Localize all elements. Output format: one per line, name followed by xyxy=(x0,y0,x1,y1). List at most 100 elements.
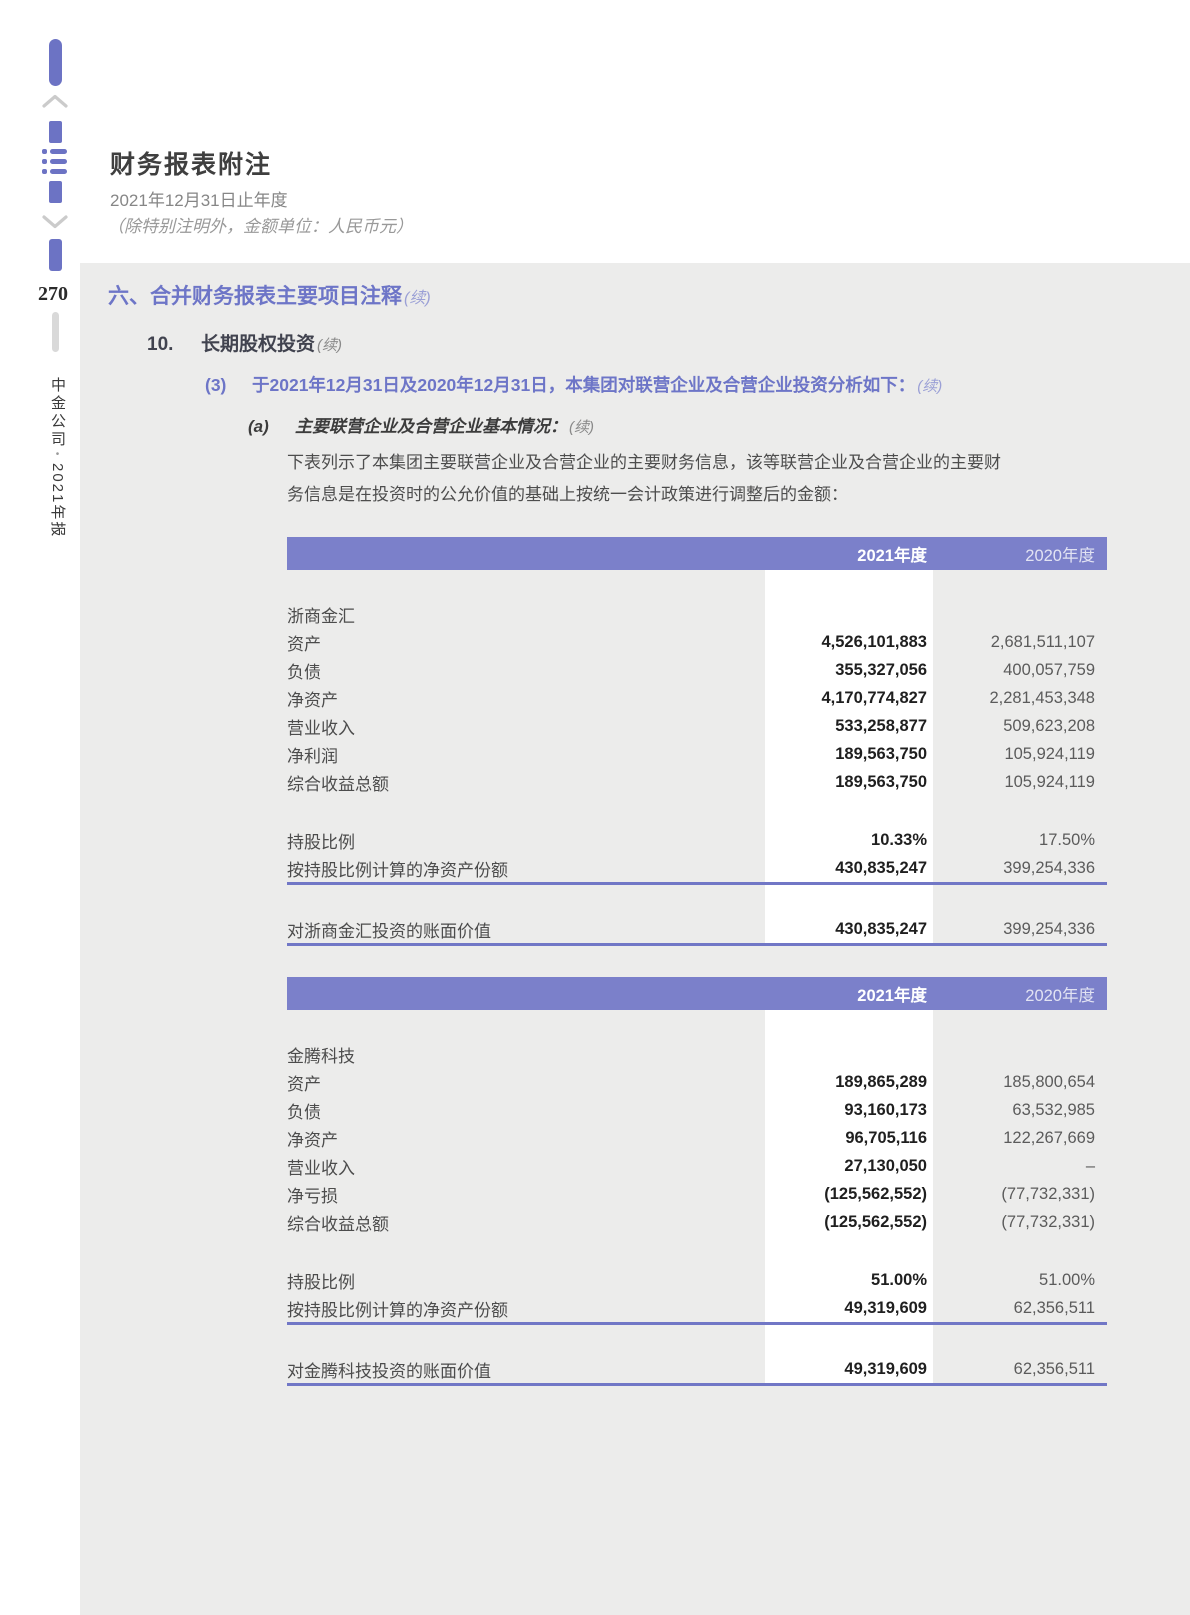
row-label: 综合收益总额 xyxy=(287,1214,389,1234)
row-label: 负债 xyxy=(287,1102,321,1122)
value-2021: 189,563,750 xyxy=(835,744,927,763)
financial-table-jinteng-keji: 2021年度 2020年度 金腾科技资产 189,865,289 185,800,6… xyxy=(287,977,1107,1386)
value-2020: 2,681,511,107 xyxy=(990,632,1095,651)
table-row: 按持股比例计算的净资产份额 430,835,247 399,254,336 xyxy=(287,854,1107,882)
value-2021: 430,835,247 xyxy=(835,858,927,877)
table-row: 对浙商金汇投资的账面价值 430,835,247 399,254,336 xyxy=(287,915,1107,943)
row-label: 按持股比例计算的净资产份额 xyxy=(287,1300,508,1320)
table-row: 对金腾科技投资的账面价值 49,319,609 62,356,511 xyxy=(287,1355,1107,1383)
table-spacer-row xyxy=(287,1010,1107,1040)
period-line: 2021年12月31日止年度 xyxy=(110,191,288,210)
paragraph-line: 务信息是在投资时的公允价值的基础上按统一会计政策进行调整后的金额： xyxy=(287,485,848,504)
continued-mark: (续) xyxy=(917,378,943,395)
value-2020: – xyxy=(1085,1156,1095,1175)
item-a-number: (a) xyxy=(248,417,269,436)
value-2021: 4,526,101,883 xyxy=(821,632,927,651)
item-10-title: 长期股权投资 xyxy=(201,334,316,355)
continued-mark: (续) xyxy=(317,337,343,354)
value-2020: 509,623,208 xyxy=(1003,716,1095,735)
row-label: 对浙商金汇投资的账面价值 xyxy=(287,921,491,941)
section-number: 六、 xyxy=(108,285,150,308)
document-title: 财务报表附注 xyxy=(110,152,273,179)
table-row: 净资产 96,705,116 122,267,669 xyxy=(287,1124,1107,1152)
brand-year: 2021年报 xyxy=(49,463,66,539)
value-2020: 62,356,511 xyxy=(1013,1359,1095,1378)
table-row: 持股比例 10.33% 17.50% xyxy=(287,826,1107,854)
item-a-text: 主要联营企业及合营企业基本情况： xyxy=(295,417,567,436)
value-2020: 122,267,669 xyxy=(1003,1128,1095,1147)
value-2021: 49,319,609 xyxy=(844,1359,927,1378)
table-rule-line xyxy=(287,943,1107,946)
table-row: 营业收入 27,130,050 – xyxy=(287,1152,1107,1180)
row-label: 按持股比例计算的净资产份额 xyxy=(287,860,508,880)
menu-icon xyxy=(42,149,69,174)
value-2021: (125,562,552) xyxy=(824,1184,927,1203)
value-2021: 4,170,774,827 xyxy=(821,688,927,707)
row-label: 净利润 xyxy=(287,746,338,766)
item-10-heading: 10. 长期股权投资 (续) xyxy=(147,329,342,356)
value-2021: 533,258,877 xyxy=(835,716,927,735)
row-label: 浙商金汇 xyxy=(287,606,355,626)
page-marker-bar xyxy=(52,312,59,352)
item-3-heading: (3) 于2021年12月31日及2020年12月31日，本集团对联营企业及合营企… xyxy=(205,372,942,397)
value-2021: 355,327,056 xyxy=(835,660,927,679)
value-2021: 93,160,173 xyxy=(844,1100,927,1119)
value-2020: (77,732,331) xyxy=(1001,1212,1095,1231)
table-spacer-row xyxy=(287,796,1107,826)
row-label: 资产 xyxy=(287,1074,321,1094)
company-row: 浙商金汇 xyxy=(287,600,1107,628)
value-2020: 17.50% xyxy=(1039,830,1095,849)
table-header-bar: 2021年度 2020年度 xyxy=(287,977,1107,1010)
column-header-2021: 2021年度 xyxy=(857,986,927,1005)
bookmark-bar-icon xyxy=(49,39,62,86)
value-2020: 400,057,759 xyxy=(1003,660,1095,679)
section-heading: 六、合并财务报表主要项目注释 (续) xyxy=(108,280,431,310)
table-row: 按持股比例计算的净资产份额 49,319,609 62,356,511 xyxy=(287,1294,1107,1322)
table-rule-line xyxy=(287,1383,1107,1386)
value-2021: 430,835,247 xyxy=(835,919,927,938)
value-2021: 51.00% xyxy=(871,1270,927,1289)
brand-vertical-text: 中金公司•2021年报 xyxy=(41,377,73,538)
column-header-2020: 2020年度 xyxy=(1025,546,1095,565)
item-a-heading: (a) 主要联营企业及合营企业基本情况： (续) xyxy=(248,412,594,437)
unit-note: （除特别注明外，金额单位：人民币元） xyxy=(107,217,413,236)
bookmark-bar-icon xyxy=(49,239,62,271)
table-row: 营业收入 533,258,877 509,623,208 xyxy=(287,712,1107,740)
item-10-number: 10. xyxy=(147,334,174,355)
table-header-bar: 2021年度 2020年度 xyxy=(287,537,1107,570)
table-spacer-row xyxy=(287,1236,1107,1266)
row-label: 持股比例 xyxy=(287,832,355,852)
value-2021: 189,563,750 xyxy=(835,772,927,791)
row-label: 对金腾科技投资的账面价值 xyxy=(287,1361,491,1381)
table-spacer-row xyxy=(287,570,1107,600)
table-body: 浙商金汇资产 4,526,101,883 2,681,511,107 负债 355,32… xyxy=(287,570,1107,946)
column-header-2021: 2021年度 xyxy=(857,546,927,565)
value-2020: 105,924,119 xyxy=(1004,744,1095,763)
page-number: 270 xyxy=(38,283,68,305)
row-label: 金腾科技 xyxy=(287,1046,355,1066)
row-label: 净资产 xyxy=(287,690,338,710)
value-2021: 189,865,289 xyxy=(835,1072,927,1091)
table-spacer-row xyxy=(287,885,1107,915)
intro-paragraph: 下表列示了本集团主要联营企业及合营企业的主要财务信息，该等联营企业及合营企业的主… xyxy=(287,447,1097,511)
value-2021: 96,705,116 xyxy=(845,1128,927,1147)
row-label: 资产 xyxy=(287,634,321,654)
company-row: 金腾科技 xyxy=(287,1040,1107,1068)
row-label: 负债 xyxy=(287,662,321,682)
section-bar-icon xyxy=(49,121,62,143)
table-rule-line xyxy=(287,1322,1107,1325)
item-3-text: 于2021年12月31日及2020年12月31日，本集团对联营企业及合营企业投资… xyxy=(252,375,916,395)
financial-table-zheshang-jinhui: 2021年度 2020年度 浙商金汇资产 4,526,101,883 2,681,5… xyxy=(287,537,1107,946)
value-2020: 105,924,119 xyxy=(1004,772,1095,791)
value-2020: 185,800,654 xyxy=(1003,1072,1095,1091)
table-row: 资产 189,865,289 185,800,654 xyxy=(287,1068,1107,1096)
value-2020: 51.00% xyxy=(1039,1270,1095,1289)
table-row: 负债 355,327,056 400,057,759 xyxy=(287,656,1107,684)
table-row: 持股比例 51.00% 51.00% xyxy=(287,1266,1107,1294)
brand-name: 中金公司 xyxy=(49,377,66,449)
brand-separator-dot: • xyxy=(52,449,63,463)
section-bar-icon xyxy=(49,181,62,203)
value-2021: 10.33% xyxy=(871,830,927,849)
paragraph-line: 下表列示了本集团主要联营企业及合营企业的主要财务信息，该等联营企业及合营企业的主… xyxy=(287,453,1001,472)
